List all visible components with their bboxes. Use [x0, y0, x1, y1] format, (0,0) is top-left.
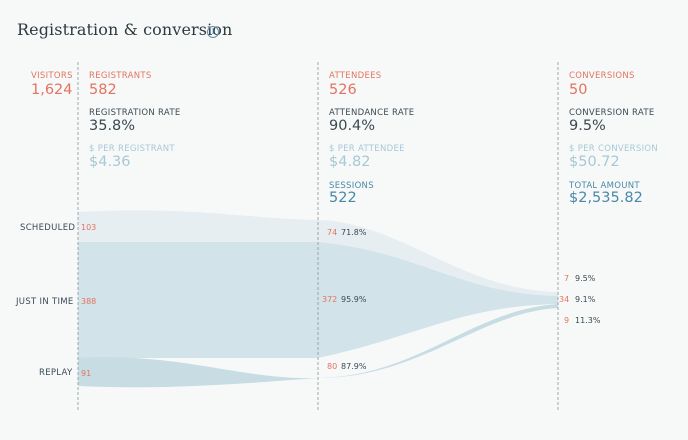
registration-rate-label: REGISTRATION RATE: [89, 108, 181, 118]
attendance-rate-value: 90.4%: [329, 118, 376, 134]
attendance-rate-label: ATTENDANCE RATE: [329, 108, 415, 118]
attendees-value: 526: [329, 82, 357, 98]
per-conversion-value: $50.72: [569, 154, 620, 170]
total-amount-value: $2,535.82: [569, 190, 643, 206]
replay-conversion-pct: 11.3%: [575, 316, 601, 325]
conversions-label: CONVERSIONS: [569, 71, 635, 81]
just-in-time-registrants-count: 388: [81, 297, 97, 306]
flow-band-replay: [78, 304, 558, 388]
just-in-time-conversion-pct: 9.1%: [575, 295, 596, 304]
scheduled-conversions-count: 7: [564, 274, 570, 283]
just-in-time-attendance-pct: 95.9%: [341, 295, 367, 304]
replay-attendance-pct: 87.9%: [341, 362, 367, 371]
conversions-value: 50: [569, 82, 588, 98]
page-title: Registration & conversion: [17, 20, 233, 39]
just-in-time-attendees-count: 372: [322, 295, 338, 304]
replay-attendees-count: 80: [327, 362, 338, 371]
scheduled-registrants-count: 103: [81, 223, 97, 232]
visitors-value: 1,624: [31, 82, 73, 98]
per-registrant-value: $4.36: [89, 154, 131, 170]
info-icon[interactable]: i: [207, 26, 219, 38]
row-label-scheduled: SCHEDULED: [20, 223, 76, 233]
just-in-time-conversions-count: 34: [559, 295, 570, 304]
sessions-label: SESSIONS: [329, 181, 374, 191]
scheduled-attendees-count: 74: [327, 228, 338, 237]
per-attendee-label: $ PER ATTENDEE: [329, 144, 405, 154]
conversion-rate-label: CONVERSION RATE: [569, 108, 655, 118]
attendees-label: ATTENDEES: [329, 71, 382, 81]
scheduled-conversion-pct: 9.5%: [575, 274, 596, 283]
replay-conversions-count: 9: [564, 316, 570, 325]
per-registrant-label: $ PER REGISTRANT: [89, 144, 175, 154]
visitors-label: VISITORS: [31, 71, 73, 81]
row-label-just-in-time: JUST IN TIME: [16, 297, 74, 307]
per-conversion-label: $ PER CONVERSION: [569, 144, 659, 154]
flow-band-scheduled: [78, 210, 558, 296]
row-label-replay: REPLAY: [39, 368, 73, 378]
conversion-rate-value: 9.5%: [569, 118, 606, 134]
registrants-value: 582: [89, 82, 117, 98]
replay-registrants-count: 91: [81, 369, 92, 378]
per-attendee-value: $4.82: [329, 154, 371, 170]
registrants-label: REGISTRANTS: [89, 71, 152, 81]
sessions-value: 522: [329, 190, 357, 206]
scheduled-attendance-pct: 71.8%: [341, 228, 367, 237]
registration-rate-value: 35.8%: [89, 118, 136, 134]
total-amount-label: TOTAL AMOUNT: [569, 181, 640, 191]
